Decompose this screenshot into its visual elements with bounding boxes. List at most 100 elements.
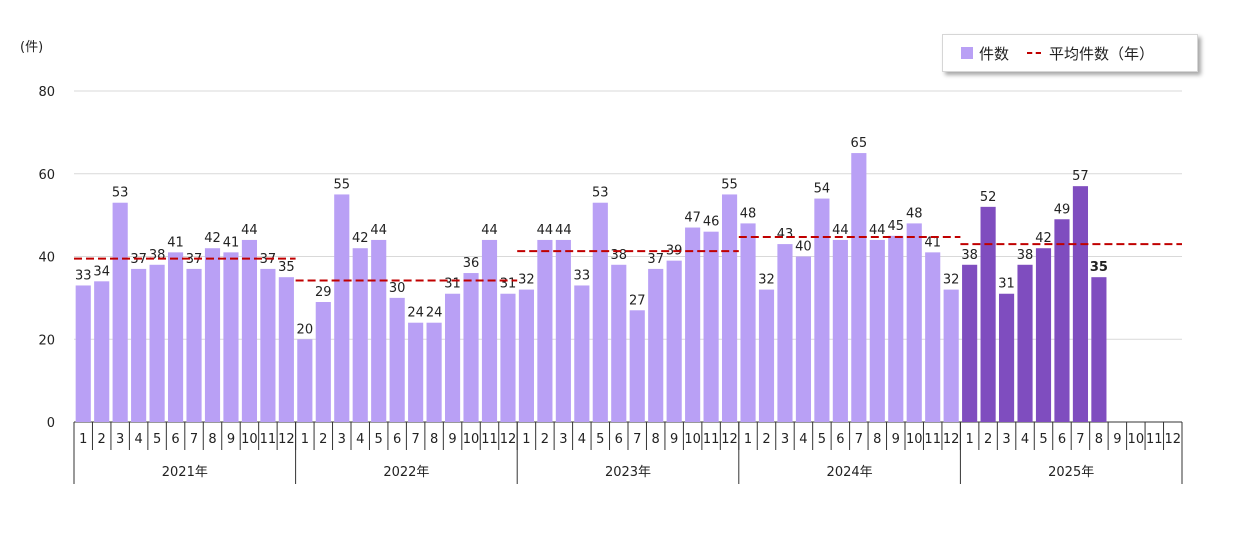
legend-item-count: 件数 [961,43,1009,64]
bar-2021年-1 [75,285,91,422]
bar-2024年-3 [777,244,793,422]
bar-2022年-3 [334,194,350,422]
bar-2021年-12 [278,277,294,422]
year-label: 2024年 [827,465,873,480]
y-tick-label-40: 40 [38,251,55,266]
data-label: 44 [869,223,886,238]
y-tick-label-80: 80 [38,85,55,100]
bar-2023年-7 [629,310,645,422]
month-label: 1 [744,432,752,447]
data-label: 55 [333,177,350,192]
data-label: 41 [223,235,240,250]
bar-2025年-6 [1054,219,1070,422]
month-label: 2 [541,432,549,447]
month-label: 2 [984,432,992,447]
bar-2022年-6 [389,297,405,422]
month-label: 3 [338,432,346,447]
bar-2022年-9 [444,293,461,422]
month-label: 10 [1128,432,1145,447]
data-label: 44 [555,223,572,238]
month-label: 7 [411,432,419,447]
month-label: 7 [633,432,641,447]
data-label: 42 [352,231,369,246]
month-label: 7 [190,432,198,447]
bar-2024年-2 [758,289,775,422]
bar-2025年-4 [1017,264,1033,422]
data-label: 38 [149,248,166,263]
bar-2022年-10 [463,273,479,422]
data-label: 38 [961,248,978,263]
data-label: 44 [832,223,849,238]
bar-2023年-1 [518,289,535,422]
data-label: 38 [1017,248,1034,263]
bar-2023年-5 [592,202,608,422]
data-label: 48 [906,206,923,221]
month-label: 3 [1002,432,1010,447]
bar-2021年-7 [186,268,202,422]
month-label: 2 [762,432,770,447]
data-label: 44 [481,223,498,238]
bar-2021年-6 [167,252,184,422]
data-label: 24 [407,306,424,321]
month-label: 7 [1076,432,1084,447]
bar-2021年-10 [241,239,258,422]
data-label: 30 [389,281,406,296]
bar-2023年-3 [555,239,571,422]
legend-count-label: 件数 [979,44,1010,63]
month-label: 12 [278,432,295,447]
bar-2025年-7 [1072,186,1089,422]
month-label: 10 [684,432,701,447]
month-label: 1 [79,432,87,447]
bar-2024年-11 [925,252,941,422]
bar-2025年-1 [962,264,978,422]
bar-2021年-3 [112,202,128,422]
month-label: 4 [356,432,364,447]
month-label: 8 [652,432,660,447]
month-label: 1 [965,432,973,447]
month-label: 4 [1021,432,1029,447]
legend-item-average: 平均件数（年） [1027,43,1154,64]
month-label: 5 [153,432,161,447]
bar-2022年-4 [352,248,368,422]
bar-2025年-5 [1035,248,1052,422]
bar-2024年-6 [832,239,848,422]
data-label: 43 [777,227,794,242]
month-label: 5 [596,432,604,447]
month-label: 10 [906,432,923,447]
y-axis-unit-label: (件) [20,40,44,55]
data-label: 44 [370,223,387,238]
legend-average-label: 平均件数（年） [1049,44,1155,63]
month-label: 5 [375,432,383,447]
data-label: 49 [1054,202,1071,217]
data-label: 35 [278,260,295,275]
year-label: 2025年 [1048,465,1094,480]
data-label: 20 [297,322,314,337]
data-label: 38 [610,248,627,263]
bar-2023年-8 [648,268,664,422]
bar-2024年-10 [906,223,922,422]
data-label: 57 [1072,169,1089,184]
month-label: 6 [171,432,179,447]
bar-2024年-7 [851,153,867,422]
legend-swatch-bar [961,47,973,59]
bar-2022年-2 [315,302,331,422]
chart-legend: 件数 平均件数（年） [942,34,1198,72]
bar-2025年-2 [980,206,996,422]
data-label: 31 [444,277,461,292]
bar-2023年-6 [611,264,627,422]
bar-2022年-12 [500,293,516,422]
data-label: 42 [204,231,221,246]
month-label: 6 [615,432,623,447]
bar-2023年-4 [574,285,590,422]
bar-2023年-2 [537,239,553,422]
data-label: 53 [112,186,129,201]
data-label: 37 [647,252,664,267]
data-label: 34 [93,264,110,279]
year-label: 2021年 [162,465,208,480]
y-tick-label-0: 0 [47,416,55,431]
month-label: 2 [98,432,106,447]
month-label: 11 [703,432,720,447]
month-label: 12 [721,432,738,447]
bar-2024年-4 [795,256,812,422]
data-label: 33 [75,268,92,283]
